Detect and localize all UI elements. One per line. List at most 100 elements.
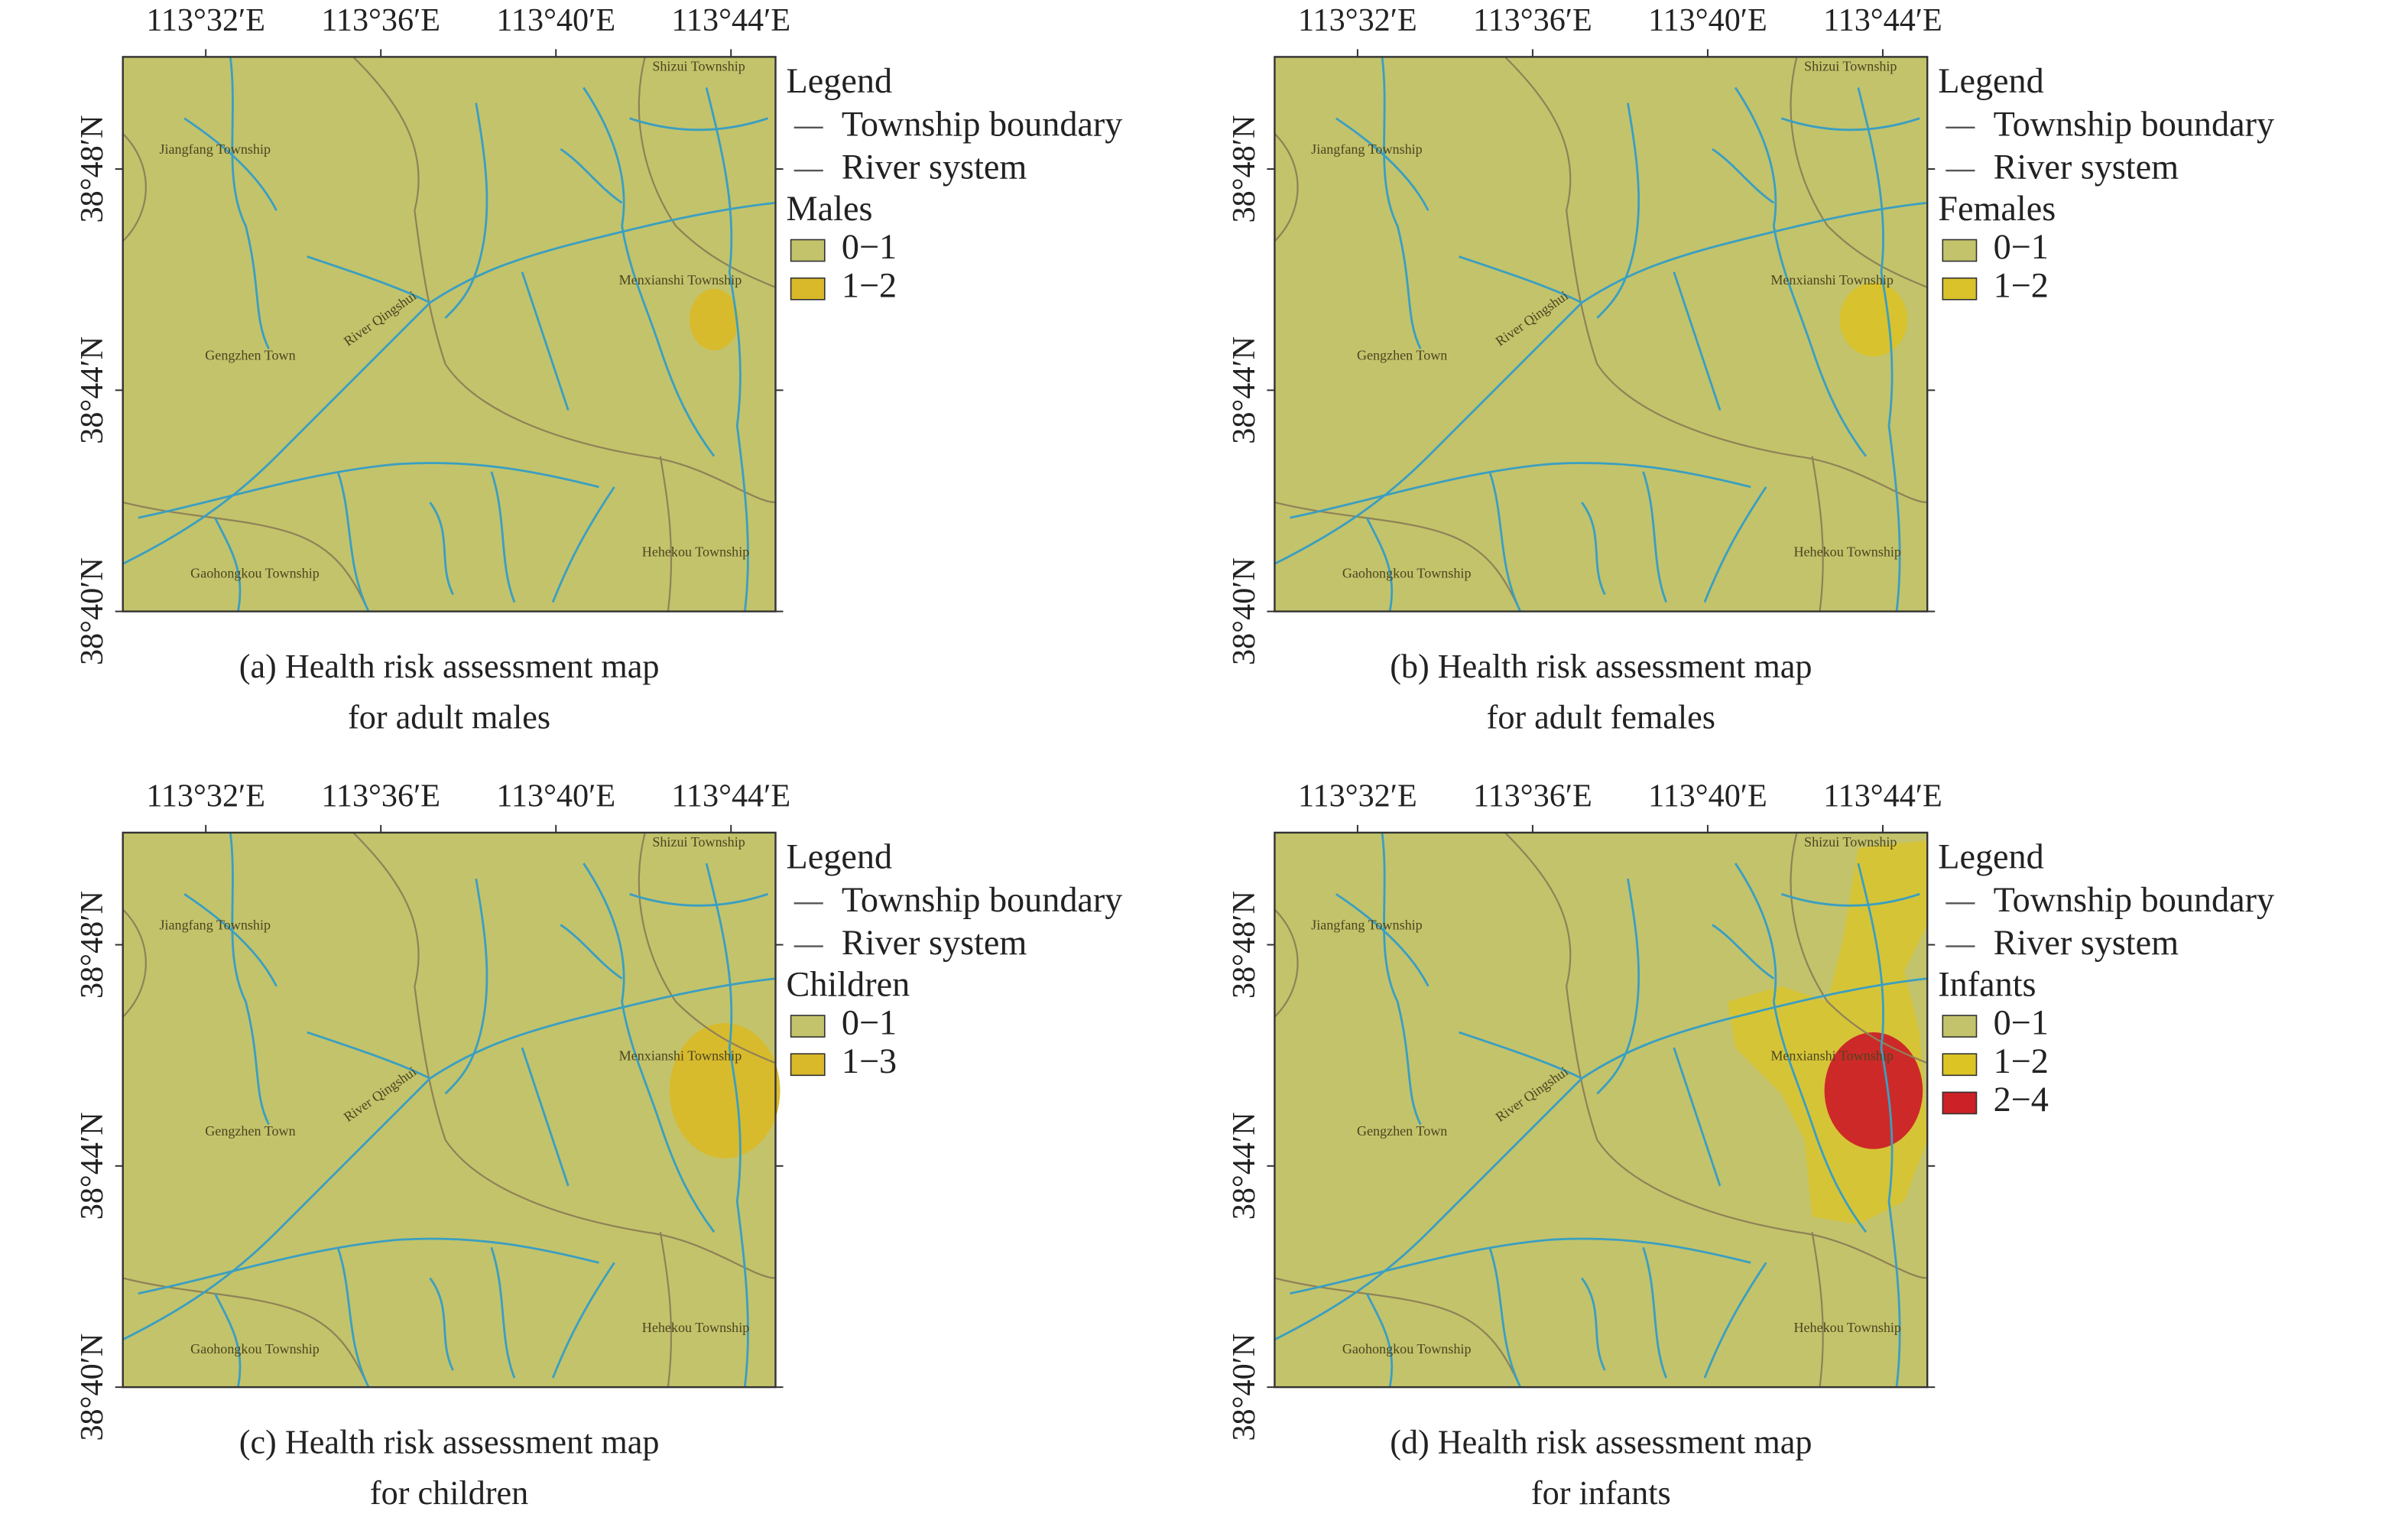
y-tick-label: 38°40′N — [74, 1334, 110, 1441]
y-tick-label: 38°40′N — [1226, 557, 1262, 665]
legend-swatch — [790, 239, 826, 262]
place-label: Hehekou Township — [642, 544, 750, 559]
legend-group: Males — [787, 189, 873, 228]
caption: for adult males — [348, 698, 550, 736]
caption: (c) Health risk assessment map — [239, 1424, 660, 1461]
legend-swatch — [1942, 1053, 1978, 1077]
y-tick-label: 38°40′N — [74, 557, 110, 665]
township-boundary — [122, 908, 147, 1018]
river — [1734, 86, 1867, 457]
risk-zone — [669, 1023, 780, 1158]
river — [1703, 486, 1767, 603]
place-label: Hehekou Township — [1793, 1320, 1901, 1335]
caption: for adult females — [1487, 698, 1715, 736]
place-label: Jiangfang Township — [1311, 141, 1423, 157]
legend-label: River system — [1994, 148, 2179, 187]
river — [551, 1262, 615, 1379]
place-label: Menxianshi Township — [619, 272, 742, 288]
township-boundary — [1274, 501, 1521, 612]
map-frame — [122, 831, 777, 1389]
river — [429, 502, 454, 596]
x-tick-label: 113°44′E — [671, 778, 790, 814]
river — [1581, 502, 1606, 596]
place-label: Shizui Township — [1804, 59, 1897, 74]
legend-label: Township boundary — [842, 880, 1123, 919]
x-tick-label: 113°44′E — [671, 2, 790, 38]
river — [1596, 102, 1640, 319]
map-panel: Shizui Township Jiangfang Township Menxian… — [1226, 2, 2274, 736]
river — [213, 1292, 242, 1388]
river — [1381, 57, 1422, 349]
river — [229, 57, 270, 349]
place-label: Shizui Township — [652, 59, 745, 74]
township-boundary — [352, 56, 776, 504]
legend-swatch — [790, 277, 826, 301]
legend-label: 1−2 — [1994, 265, 2049, 304]
caption: (d) Health risk assessment map — [1390, 1424, 1812, 1461]
legend-label: 1−2 — [842, 265, 897, 304]
place-label: Gaohongkou Township — [1342, 566, 1472, 581]
place-label: Gaohongkou Township — [190, 566, 320, 581]
river — [1335, 893, 1430, 987]
river — [490, 1246, 516, 1379]
township-boundary — [1811, 456, 1824, 612]
x-tick-label: 113°32′E — [146, 778, 265, 814]
place-label: Shizui Township — [652, 834, 745, 850]
legend-label: 0−1 — [842, 227, 897, 266]
township-boundary — [122, 1277, 370, 1388]
legend-label: 0−1 — [842, 1003, 897, 1042]
y-tick-label: 38°44′N — [1226, 336, 1262, 444]
y-tick-label: 38°44′N — [1226, 1112, 1262, 1220]
river — [307, 1031, 431, 1080]
river — [521, 1047, 570, 1187]
risk-zone — [1824, 1032, 1923, 1149]
river — [1335, 117, 1430, 211]
river — [1673, 271, 1722, 411]
x-tick-label: 113°40′E — [496, 2, 615, 38]
river — [1290, 1237, 1751, 1295]
river — [1596, 878, 1640, 1095]
risk-zone — [1839, 282, 1908, 357]
river — [336, 471, 370, 612]
y-tick-label: 38°40′N — [1226, 1334, 1262, 1441]
x-tick-label: 113°40′E — [496, 778, 615, 814]
township-boundary — [1504, 56, 1928, 504]
river — [1642, 1246, 1667, 1379]
place-label: Gengzhen Town — [205, 347, 295, 362]
township-boundary — [352, 832, 776, 1279]
river — [183, 893, 277, 987]
caption: (a) Health risk assessment map — [239, 648, 660, 685]
legend-swatch — [1942, 239, 1978, 262]
x-tick-label: 113°32′E — [146, 2, 265, 38]
legend-label: River system — [842, 923, 1027, 962]
township-boundary — [1790, 57, 1928, 288]
river — [490, 471, 516, 603]
township-boundary — [638, 832, 776, 1064]
place-label: Gaohongkou Township — [190, 1341, 320, 1356]
legend-swatch — [1942, 1091, 1978, 1115]
township-boundary — [638, 57, 776, 288]
river — [1703, 1262, 1767, 1379]
river — [629, 892, 768, 907]
township-boundary — [122, 501, 370, 612]
legend-label: 0−1 — [1994, 1003, 2049, 1042]
place-label: Jiangfang Township — [159, 141, 271, 157]
place-label: Menxianshi Township — [1770, 1048, 1894, 1063]
place-label: Hehekou Township — [642, 1320, 750, 1335]
x-tick-label: 113°36′E — [1473, 778, 1592, 814]
river — [444, 878, 488, 1095]
place-label: Jiangfang Township — [1311, 918, 1423, 933]
river — [560, 924, 623, 980]
river — [1488, 471, 1522, 612]
legend-label: River system — [842, 148, 1027, 187]
river — [138, 462, 599, 519]
river — [1780, 892, 1920, 907]
place-label: Shizui Township — [1804, 834, 1897, 850]
legend-label: Township boundary — [1994, 880, 2275, 919]
township-boundary — [122, 133, 147, 242]
map-frame — [122, 56, 777, 612]
river — [1857, 863, 1901, 1388]
river — [1712, 924, 1775, 980]
legend-label: 1−2 — [1994, 1041, 2049, 1080]
